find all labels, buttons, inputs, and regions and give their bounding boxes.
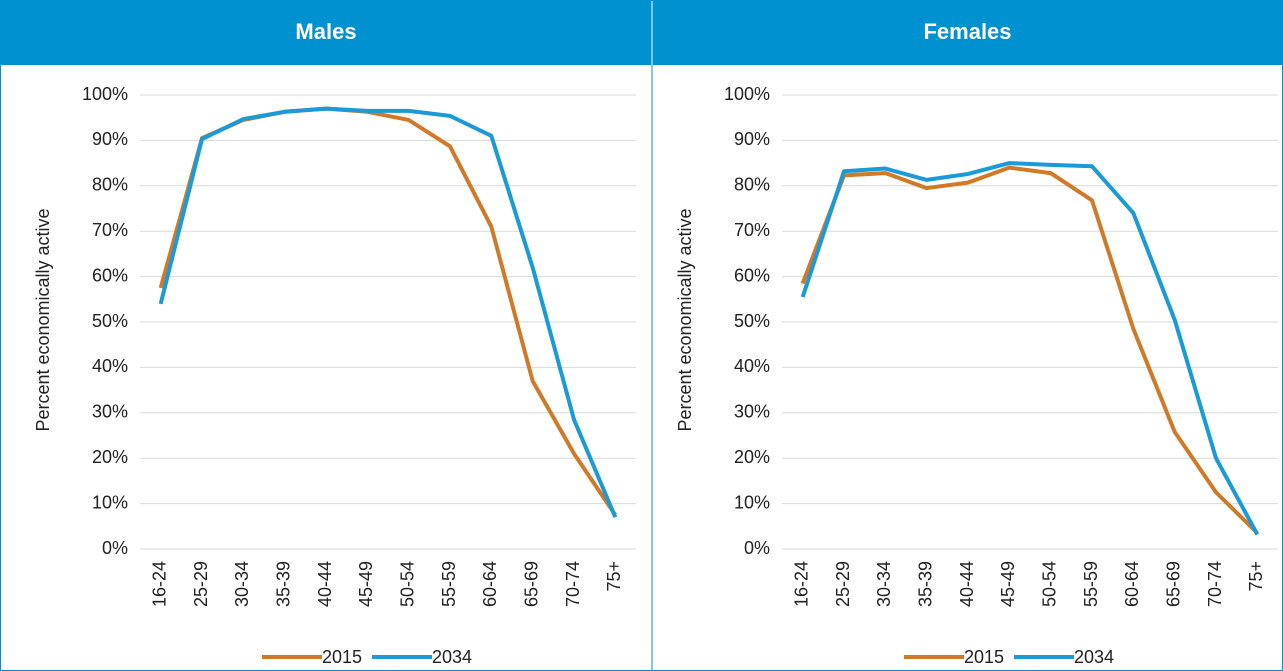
x-tick-label: 45-49 xyxy=(998,561,1018,607)
y-tick-label: 90% xyxy=(734,129,770,149)
x-tick-label: 70-74 xyxy=(1205,561,1225,607)
y-tick-label: 20% xyxy=(92,447,128,467)
x-tick-label: 50-54 xyxy=(1039,561,1059,607)
x-tick-label: 25-29 xyxy=(191,561,211,607)
y-tick-label: 0% xyxy=(744,538,770,558)
y-tick-label: 0% xyxy=(102,538,128,558)
x-tick-label: 30-34 xyxy=(232,561,252,607)
legend-label: 2034 xyxy=(432,647,472,667)
y-tick-label: 20% xyxy=(734,447,770,467)
y-tick-label: 90% xyxy=(92,129,128,149)
legend-label: 2015 xyxy=(322,647,362,667)
y-tick-label: 60% xyxy=(92,265,128,285)
x-tick-label: 75+ xyxy=(1246,561,1266,592)
x-tick-label: 50-54 xyxy=(397,561,417,607)
x-tick-label: 55-59 xyxy=(1081,561,1101,607)
x-tick-label: 40-44 xyxy=(315,561,335,607)
x-tick-label: 35-39 xyxy=(915,561,935,607)
chart-title: Females xyxy=(923,19,1011,44)
x-tick-label: 30-34 xyxy=(874,561,894,607)
y-axis-label: Percent economically active xyxy=(33,208,53,431)
x-tick-label: 25-29 xyxy=(833,561,853,607)
y-tick-label: 30% xyxy=(734,402,770,422)
x-tick-label: 16-24 xyxy=(791,561,811,607)
data-line xyxy=(800,165,1259,535)
x-tick-label: 65-69 xyxy=(521,561,541,607)
x-tick-label: 35-39 xyxy=(273,561,293,607)
legend-label: 2034 xyxy=(1074,647,1114,667)
y-tick-label: 70% xyxy=(92,220,128,240)
y-tick-label: 80% xyxy=(92,175,128,195)
x-tick-label: 16-24 xyxy=(149,561,169,607)
y-tick-label: 40% xyxy=(92,356,128,376)
y-tick-label: 40% xyxy=(734,356,770,376)
y-tick-label: 100% xyxy=(724,84,770,104)
y-tick-label: 10% xyxy=(734,492,770,512)
x-tick-label: 60-64 xyxy=(480,561,500,607)
y-tick-label: 80% xyxy=(734,175,770,195)
x-tick-label: 60-64 xyxy=(1122,561,1142,607)
x-tick-label: 45-49 xyxy=(356,561,376,607)
y-tick-label: 10% xyxy=(92,492,128,512)
legend-label: 2015 xyxy=(964,647,1004,667)
x-tick-label: 40-44 xyxy=(957,561,977,607)
chart-title: Males xyxy=(295,19,356,44)
data-line xyxy=(158,106,617,517)
y-tick-label: 70% xyxy=(734,220,770,240)
header-bar xyxy=(0,0,1283,65)
y-tick-label: 30% xyxy=(92,402,128,422)
data-line xyxy=(800,161,1260,536)
y-tick-label: 50% xyxy=(92,311,128,331)
x-tick-label: 70-74 xyxy=(563,561,583,607)
data-line xyxy=(158,106,618,518)
y-tick-label: 50% xyxy=(734,311,770,331)
y-axis-label: Percent economically active xyxy=(675,208,695,431)
y-tick-label: 60% xyxy=(734,265,770,285)
y-tick-label: 100% xyxy=(82,84,128,104)
x-tick-label: 55-59 xyxy=(439,561,459,607)
x-tick-label: 75+ xyxy=(604,561,624,592)
x-tick-label: 65-69 xyxy=(1163,561,1183,607)
